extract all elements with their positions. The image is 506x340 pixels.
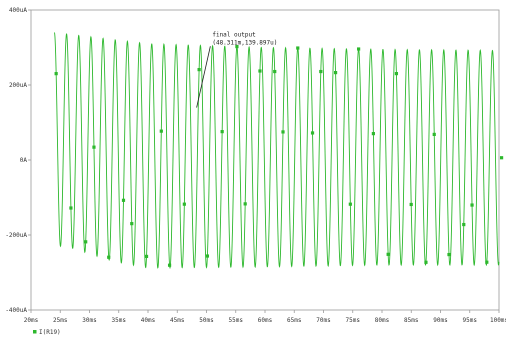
y-tick-label: 0A [20, 157, 28, 164]
y-tick-label: 200uA [9, 82, 27, 89]
series-marker [130, 222, 134, 226]
series-marker [348, 202, 352, 206]
x-tick-label: 45ms [170, 317, 185, 324]
series-marker [281, 130, 285, 134]
y-tick-label: -400uA [5, 307, 27, 314]
series-marker [205, 254, 209, 258]
series-marker [499, 156, 504, 160]
series-marker [167, 263, 172, 267]
series-marker [144, 254, 149, 259]
legend-label: I(R19) [39, 329, 61, 336]
x-tick-label: 100ms [490, 317, 506, 324]
series-marker [432, 132, 436, 137]
series-marker [121, 198, 126, 202]
series-marker [333, 71, 338, 75]
x-tick-label: 30ms [82, 317, 97, 324]
series-marker [319, 69, 323, 74]
series-marker [220, 130, 224, 134]
y-axis-ticks: -400uA -200uA 0A 200uA 400uA [5, 7, 31, 314]
series-marker [273, 69, 277, 74]
annotation-line-1: final output [212, 31, 256, 38]
x-tick-label: 55ms [229, 317, 244, 324]
series-marker [296, 46, 300, 50]
y-tick-label: 400uA [9, 7, 27, 14]
series-marker [386, 252, 390, 256]
legend: I(R19) [33, 329, 61, 336]
x-tick-label: 75ms [346, 317, 361, 324]
series-marker [409, 202, 413, 207]
series-marker [235, 45, 239, 49]
series-marker [462, 222, 466, 227]
series-marker [197, 68, 201, 72]
series-marker [371, 132, 375, 136]
annotation-line-2: (48.311m,139.897u) [212, 39, 277, 46]
x-tick-label: 25ms [53, 317, 68, 324]
x-tick-label: 80ms [375, 317, 390, 324]
series-marker [394, 72, 399, 76]
annotation-pointer [196, 46, 211, 108]
series-marker [92, 145, 96, 149]
x-tick-label: 70ms [316, 317, 331, 324]
series-marker [182, 202, 186, 206]
x-tick-label: 90ms [433, 317, 448, 324]
series-marker [357, 47, 361, 51]
series-marker [54, 72, 58, 76]
x-tick-label: 95ms [463, 317, 478, 324]
x-tick-label: 50ms [199, 317, 214, 324]
series-marker [243, 202, 247, 206]
series-marker [470, 203, 474, 207]
x-tick-label: 60ms [258, 317, 273, 324]
x-tick-label: 85ms [404, 317, 419, 324]
x-tick-label: 40ms [141, 317, 156, 324]
legend-swatch [33, 330, 37, 334]
series-marker [84, 240, 88, 244]
series-line-i-r19 [53, 32, 500, 270]
x-tick-label: 65ms [287, 317, 302, 324]
y-tick-label: -200uA [5, 232, 27, 239]
series-marker [107, 255, 111, 259]
x-tick-label: 35ms [112, 317, 127, 324]
series-layer [53, 32, 504, 270]
series-marker [447, 252, 451, 257]
series-marker [159, 129, 163, 133]
annotation-layer: final output(48.311m,139.897u) [196, 31, 277, 108]
series-marker [485, 260, 489, 264]
x-tick-label: 20ms [24, 317, 39, 324]
series-marker [69, 206, 73, 210]
series-marker [310, 131, 315, 135]
series-marker [424, 260, 428, 264]
x-axis-ticks: 20ms 25ms 30ms 35ms 40ms 45ms 50ms 55ms 60ms 65ms… [24, 310, 506, 324]
series-marker [258, 69, 262, 73]
